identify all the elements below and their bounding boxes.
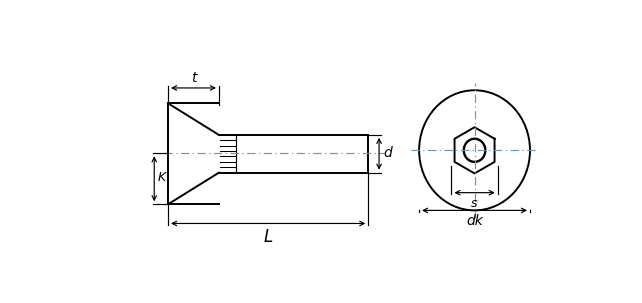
Text: dk: dk bbox=[466, 214, 483, 228]
Text: t: t bbox=[191, 71, 196, 85]
Text: s: s bbox=[471, 197, 478, 209]
Text: K: K bbox=[157, 171, 166, 184]
Text: d: d bbox=[383, 146, 392, 160]
Text: L: L bbox=[264, 228, 273, 246]
